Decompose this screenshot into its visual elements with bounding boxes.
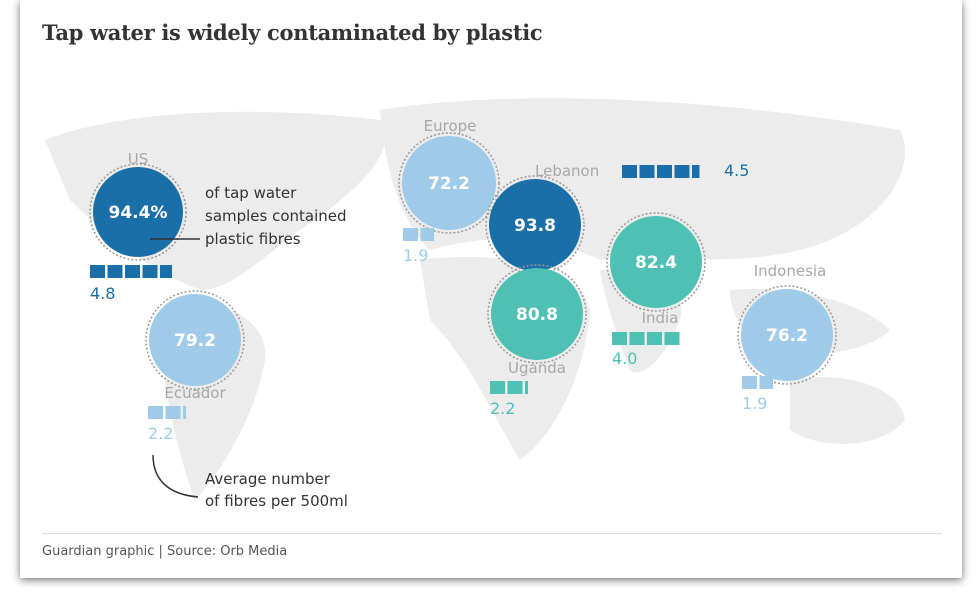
fibre-count-label: 4.8 bbox=[90, 284, 115, 303]
percent-label: 76.2 bbox=[766, 326, 808, 346]
fibre-square bbox=[742, 376, 757, 389]
location-label: Indonesia bbox=[754, 262, 827, 280]
percent-label: 82.4 bbox=[635, 253, 677, 273]
chart-title: Tap water is widely contaminated by plas… bbox=[42, 20, 543, 45]
percent-bubble bbox=[610, 216, 702, 308]
fibre-square bbox=[420, 228, 434, 241]
fibre-square bbox=[525, 381, 528, 394]
fibre-square bbox=[692, 165, 700, 178]
location-label: Europe bbox=[424, 117, 477, 135]
fibre-square bbox=[639, 165, 655, 178]
bubble-ring bbox=[145, 290, 245, 390]
location-uganda: 80.8 Uganda 2.2 bbox=[487, 264, 587, 418]
fibre-square bbox=[664, 332, 680, 345]
fibre-note-line-1: Average number bbox=[205, 470, 331, 488]
fibre-square bbox=[148, 406, 163, 419]
fibre-count-label: 1.9 bbox=[403, 246, 428, 265]
fibre-square bbox=[629, 332, 645, 345]
percent-bubble bbox=[491, 268, 583, 360]
fibre-note-leader-line bbox=[152, 454, 199, 498]
fibre-square bbox=[90, 265, 105, 278]
percent-bubble bbox=[489, 179, 581, 271]
fibre-square bbox=[612, 332, 627, 345]
fibre-square bbox=[507, 381, 523, 394]
bubble-ring bbox=[89, 163, 187, 261]
bubble-ring bbox=[398, 132, 500, 234]
percent-label: 80.8 bbox=[516, 305, 558, 325]
location-label: Lebanon bbox=[535, 162, 599, 180]
fibre-square bbox=[759, 376, 773, 389]
location-label: Ecuador bbox=[164, 384, 226, 402]
percent-label: 72.2 bbox=[428, 174, 470, 194]
location-europe: 72.2 Europe 1.9 bbox=[398, 117, 500, 265]
percent-note-line-3: plastic fibres bbox=[205, 230, 301, 248]
fibre-count-label: 4.0 bbox=[612, 349, 637, 368]
fibre-square bbox=[142, 265, 158, 278]
percent-bubble bbox=[149, 294, 241, 386]
fibre-square bbox=[403, 228, 418, 241]
bubble-ring bbox=[606, 212, 706, 312]
fibre-square bbox=[657, 165, 672, 178]
percent-note-line-1: of tap water bbox=[205, 184, 297, 202]
fibre-square bbox=[647, 332, 662, 345]
fibre-square bbox=[183, 406, 186, 419]
fibre-count-label: 1.9 bbox=[742, 394, 767, 413]
percent-label: 94.4% bbox=[109, 203, 168, 223]
fibre-square bbox=[674, 165, 690, 178]
location-lebanon: 93.8 Lebanon 4.5 bbox=[485, 161, 749, 275]
percent-bubble bbox=[93, 167, 183, 257]
fibre-square bbox=[165, 406, 181, 419]
location-label: India bbox=[642, 309, 679, 327]
fibre-count-label: 2.2 bbox=[148, 424, 173, 443]
bubble-ring bbox=[737, 285, 837, 385]
fibre-square bbox=[622, 165, 637, 178]
fibre-note-line-2: of fibres per 500ml bbox=[205, 492, 348, 510]
percent-bubble bbox=[402, 136, 496, 230]
fibre-square bbox=[107, 265, 123, 278]
fibre-square bbox=[160, 265, 172, 278]
fibre-square bbox=[490, 381, 505, 394]
fibre-count-label: 4.5 bbox=[724, 161, 749, 180]
fibre-square bbox=[125, 265, 140, 278]
location-label: US bbox=[128, 150, 149, 168]
footer-divider bbox=[42, 533, 942, 534]
percent-label: 93.8 bbox=[514, 216, 556, 236]
bubble-ring bbox=[487, 264, 587, 364]
percent-bubble bbox=[741, 289, 833, 381]
footer-source: Guardian graphic | Source: Orb Media bbox=[42, 544, 288, 559]
location-ecuador: 79.2 Ecuador 2.2 bbox=[145, 290, 245, 443]
location-india: 82.4 India 4.0 bbox=[606, 212, 706, 368]
percent-note-line-2: samples contained bbox=[205, 207, 347, 225]
fibre-count-label: 2.2 bbox=[490, 399, 515, 418]
location-us: 94.4% US 4.8 bbox=[89, 150, 187, 303]
location-indonesia: 76.2 Indonesia 1.9 bbox=[737, 262, 837, 413]
location-label: Uganda bbox=[508, 359, 566, 377]
percent-label: 79.2 bbox=[174, 331, 216, 351]
